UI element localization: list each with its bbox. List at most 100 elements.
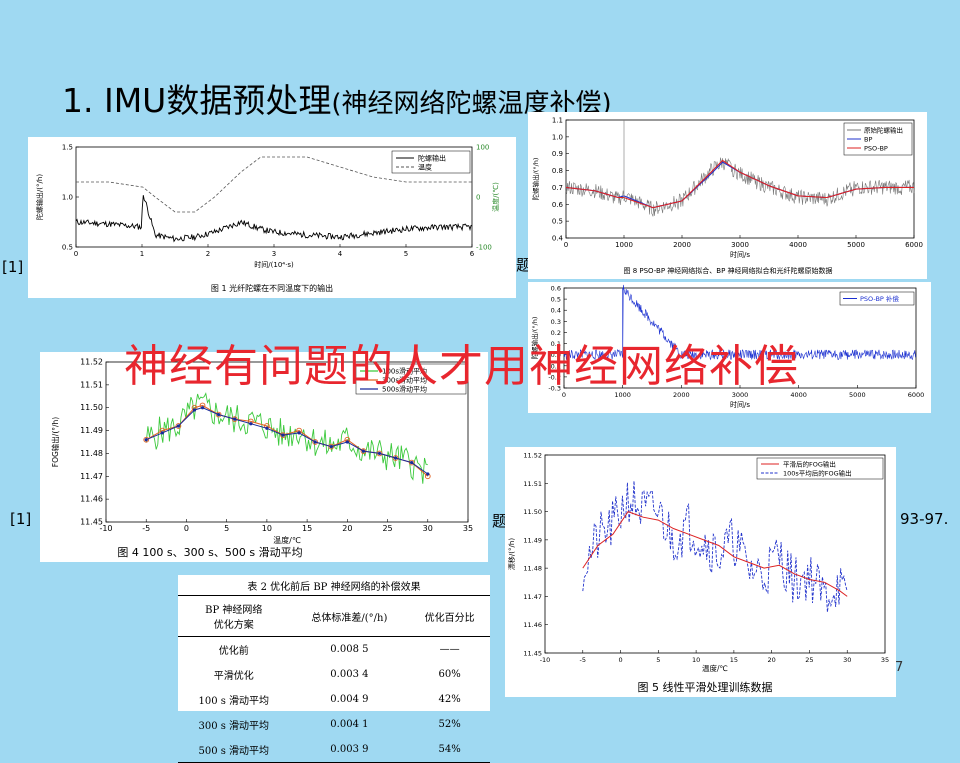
y-tick-label: 11.47 xyxy=(80,472,103,481)
table-cell: 54% xyxy=(438,744,461,755)
ref-mid-top: 题 xyxy=(516,256,532,274)
y-tick-label: 1.0 xyxy=(552,133,563,141)
y-tick-label: 11.50 xyxy=(523,508,542,516)
x-tick-label: 5 xyxy=(404,250,408,258)
table-2: 表 2 优化前后 BP 神经网络的补偿效果 BP 神经网络 优化方案 总体标准差/… xyxy=(178,575,490,763)
series-line-raw xyxy=(145,392,428,484)
x-tick-label: 5 xyxy=(224,524,229,533)
series-line-1 xyxy=(565,161,914,209)
x-tick-label: 3 xyxy=(272,250,276,258)
point-500s xyxy=(160,431,164,435)
slide-title: 1. IMU数据预处理(神经网络陀螺温度补偿) xyxy=(62,74,612,122)
y-tick-label: -0.2 xyxy=(548,373,561,381)
y-tick-label: 1.5 xyxy=(62,144,73,152)
ref-right-bottom: 93-97. xyxy=(900,510,949,528)
page-mark: 7 xyxy=(895,660,904,675)
figure-caption: 图 1 光纤陀螺在不同温度下的输出 xyxy=(211,283,333,293)
x-axis-label: 时间/s xyxy=(730,250,750,259)
plot-frame xyxy=(544,454,886,654)
y-tick-label: -0.1 xyxy=(548,362,561,370)
x-tick-label: 25 xyxy=(382,524,392,533)
x-tick-label: 10 xyxy=(692,656,700,664)
point-300s xyxy=(143,436,150,443)
x-tick-label: 35 xyxy=(881,656,889,664)
y-tick-label: 0.4 xyxy=(552,235,564,243)
point-500s xyxy=(297,431,301,435)
y-tick-label: 11.48 xyxy=(523,565,542,573)
legend-label: PSO-BP 补偿 xyxy=(860,294,899,303)
table-body: 优化前 0.008 5 —— 平滑优化 0.003 4 60% 100 s 滑动平均 0.00… xyxy=(178,637,490,763)
plot-frame xyxy=(105,361,469,523)
table-cell: 300 s 滑动平均 xyxy=(198,721,270,732)
point-500s xyxy=(394,456,398,460)
x-tick-label: 30 xyxy=(843,656,851,664)
x-tick-label: 6000 xyxy=(905,241,923,249)
y-axis-label: 陀螺输出/(°/h) xyxy=(531,158,540,201)
y-tick-label: 0.0 xyxy=(551,351,561,359)
x-tick-label: 15 xyxy=(730,656,738,664)
y2-axis-label: 温度/(℃) xyxy=(491,182,500,212)
table-row: 500 s 滑动平均 0.003 9 54% xyxy=(178,737,490,763)
point-500s xyxy=(249,422,253,426)
point-500s xyxy=(217,412,221,417)
x-axis-label: 时间/(10⁴·s) xyxy=(254,260,294,269)
figure-caption: 图 4 100 s、300 s、500 s 滑动平均 xyxy=(117,546,302,559)
y-tick-label: 0.6 xyxy=(551,285,561,293)
figure-caption: 图 8 PSO-BP 神经网络拟合、BP 神经网络拟合和光纤陀螺原始数据 xyxy=(623,266,832,275)
x-tick-label: 3000 xyxy=(731,241,749,249)
x-tick-label: 0 xyxy=(184,524,189,533)
x-tick-label: 3000 xyxy=(732,391,749,399)
legend-label: PSO-BP xyxy=(864,145,888,153)
point-500s xyxy=(377,451,382,456)
series-line-2 xyxy=(565,159,914,209)
table-2-caption: 表 2 优化前后 BP 神经网络的补偿效果 xyxy=(247,582,421,593)
x-tick-label: 4000 xyxy=(789,241,807,249)
point-500s xyxy=(281,433,285,437)
x-tick-label: 1000 xyxy=(614,391,631,399)
y-tick-label: -0.3 xyxy=(548,385,561,393)
figure-4-chart: -10 -5 0 5 10 15 20 25 30 35 11.45 11.46 11.47 11.48 1… xyxy=(50,358,473,560)
point-500s xyxy=(200,406,205,410)
table-header-cell: 总体标准差/(°/h) xyxy=(311,612,388,624)
x-tick-label: 10 xyxy=(262,524,272,533)
figure-1: 0 1 2 3 4 5 6 0.5 1.0 1.5 -100 0 100 陀螺输出 温度 时间/(10⁴·s)… xyxy=(28,137,516,298)
point-500s xyxy=(233,417,237,421)
point-500s xyxy=(176,424,180,428)
y-axis-label: 陀螺输出/(°/h) xyxy=(35,174,44,220)
legend-label: 500s滑动平均 xyxy=(382,385,427,394)
point-500s xyxy=(345,440,349,444)
y-tick-label: 1.1 xyxy=(552,117,563,125)
table-cell: 平滑优化 xyxy=(213,671,254,682)
table-header-row: BP 神经网络 优化方案 总体标准差/(°/h) 优化百分比 xyxy=(178,595,490,637)
table-cell: 0.003 4 xyxy=(330,669,369,680)
point-300s xyxy=(175,423,182,429)
point-500s xyxy=(410,460,414,465)
table-cell: 0.003 9 xyxy=(330,744,369,755)
x-tick-label: 2000 xyxy=(673,391,690,399)
y-tick-label: 0.3 xyxy=(551,318,561,326)
y-tick-label: 11.48 xyxy=(80,449,103,458)
x-tick-label: 2 xyxy=(206,250,210,258)
x-tick-label: 25 xyxy=(805,656,813,664)
table-cell: 0.008 5 xyxy=(330,644,369,655)
point-500s xyxy=(144,438,148,442)
table-cell: 100 s 滑动平均 xyxy=(198,696,270,707)
point-500s xyxy=(265,426,269,430)
y-tick-label: 11.47 xyxy=(523,593,542,601)
y2-tick-label: 100 xyxy=(476,144,489,152)
figure-8-chart: 0 1000 2000 3000 4000 5000 6000 0.4 0.5 0.6 0.7 0.8… xyxy=(531,117,923,276)
y-tick-label: 0.4 xyxy=(551,307,561,315)
table-2-grid: BP 神经网络 优化方案 总体标准差/(°/h) 优化百分比 优化前 0.008 5 —… xyxy=(178,595,490,763)
x-axis-label: 温度/℃ xyxy=(702,663,728,673)
y-tick-label: 0.6 xyxy=(552,201,564,209)
legend-label: 100s滑动平均 xyxy=(382,367,427,376)
table-cell: 0.004 1 xyxy=(330,719,369,730)
series-line-smoothed xyxy=(582,510,848,597)
y-tick-label: 11.49 xyxy=(523,536,542,544)
x-tick-label: 0 xyxy=(562,391,566,399)
title-main: 1. IMU数据预处理 xyxy=(62,81,332,120)
y-tick-label: 11.51 xyxy=(80,380,103,389)
legend-label: 300s滑动平均 xyxy=(382,376,427,385)
x-tick-label: 15 xyxy=(302,524,312,533)
table-header-cell: BP 神经网络 优化方案 xyxy=(205,605,263,631)
